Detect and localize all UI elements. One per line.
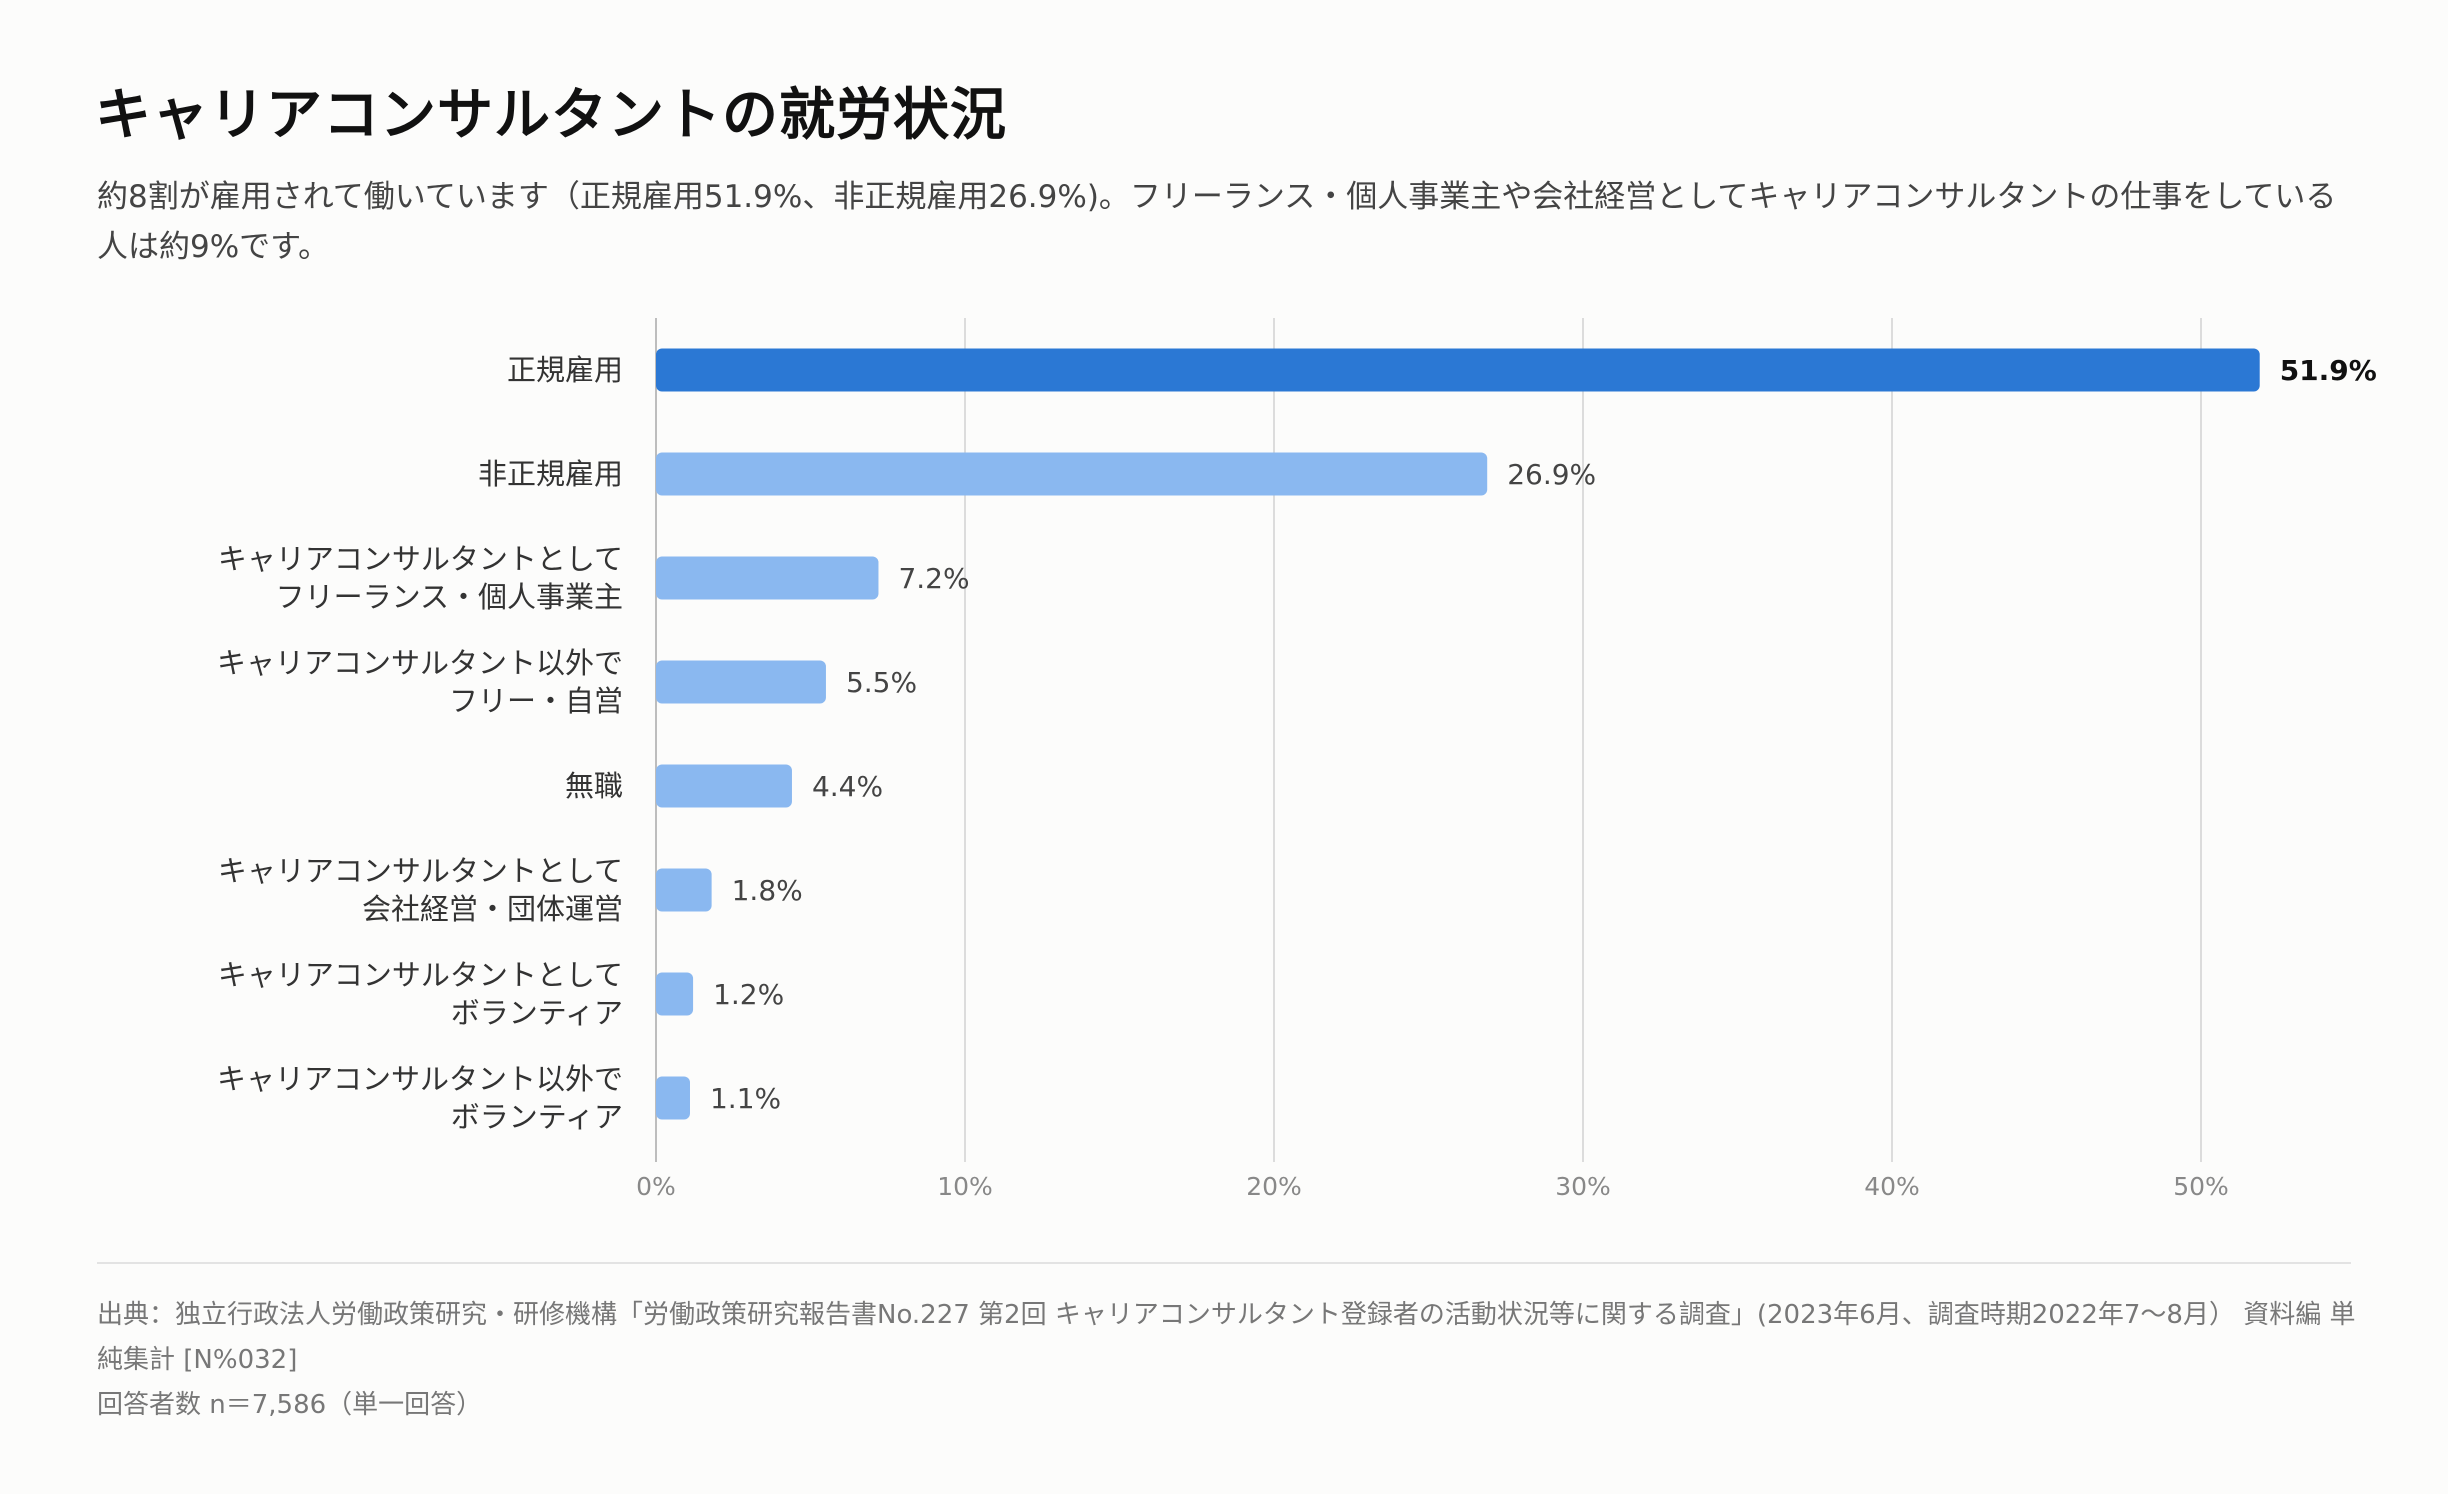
bar (656, 452, 1488, 496)
category-label: キャリアコンサルタントとしてボランティア (218, 958, 623, 1030)
category-label: 無職 (565, 769, 623, 803)
category-label-line: フリーランス・個人事業主 (276, 580, 623, 614)
category-label-line: キャリアコンサルタントとして (218, 542, 623, 576)
value-label: 1.8% (732, 874, 803, 907)
category-label-line: キャリアコンサルタントとして (218, 854, 623, 888)
respondent-count: 回答者数 n＝7,586（単一回答） (97, 1390, 483, 1420)
category-label: キャリアコンサルタント以外でフリー・自営 (217, 646, 623, 718)
value-label: 7.2% (898, 562, 969, 595)
bars (656, 348, 2260, 1120)
category-label-line: 無職 (565, 769, 623, 803)
x-tick-label: 40% (1864, 1172, 1920, 1201)
page-subtitle: 約8割が雇用されて働いています（正規雇用51.9%、非正規雇用26.9%)。フリ… (97, 179, 2337, 265)
page-title: キャリアコンサルタントの就労状況 (95, 83, 1007, 148)
category-labels: 正規雇用非正規雇用キャリアコンサルタントとしてフリーランス・個人事業主キャリアコ… (217, 353, 623, 1134)
bar (656, 556, 879, 600)
x-tick-label: 20% (1246, 1172, 1302, 1201)
value-label: 4.4% (812, 770, 883, 803)
category-label: キャリアコンサルタントとして会社経営・団体運営 (218, 854, 623, 926)
category-label-line: 非正規雇用 (478, 457, 623, 491)
value-label: 1.1% (710, 1082, 781, 1115)
chart-container: 51.9% 26.9% 7.2% 5.5% 4.4% 1.8% 1.2% 1.1% 正規雇用非… (0, 300, 2448, 1234)
category-label: 非正規雇用 (478, 457, 623, 491)
bar (656, 348, 2260, 392)
category-label-line: 会社経営・団体運営 (362, 892, 623, 926)
source-note: 出典：独立行政法人労働政策研究・研修機構「労働政策研究報告書No.227 第2回… (97, 1300, 2356, 1375)
category-label-line: キャリアコンサルタント以外で (217, 1062, 623, 1096)
category-label-line: 正規雇用 (507, 353, 623, 387)
category-label-line: キャリアコンサルタント以外で (217, 646, 623, 680)
gridlines (655, 318, 2202, 1162)
category-label-line: ボランティア (451, 996, 623, 1030)
value-label: 5.5% (846, 666, 917, 699)
value-labels: 51.9% 26.9% 7.2% 5.5% 4.4% 1.8% 1.2% 1.1% (710, 354, 2377, 1115)
category-label-line: キャリアコンサルタントとして (218, 958, 623, 992)
category-label-line: ボランティア (451, 1100, 623, 1134)
x-tick-label: 10% (937, 1172, 993, 1201)
bar (656, 1076, 690, 1120)
category-label: 正規雇用 (507, 353, 623, 387)
value-label: 1.2% (713, 978, 784, 1011)
category-label: キャリアコンサルタント以外でボランティア (217, 1062, 623, 1134)
x-tick-label: 30% (1555, 1172, 1611, 1201)
bar (656, 868, 712, 912)
footer-divider (97, 1262, 2351, 1264)
bar (656, 972, 694, 1016)
bar (656, 764, 792, 808)
x-tick-label: 50% (2173, 1172, 2229, 1201)
bar-chart: 51.9% 26.9% 7.2% 5.5% 4.4% 1.8% 1.2% 1.1% 正規雇用非… (217, 318, 2377, 1201)
x-axis-ticks: 0% 10% 20% 30% 40% 50% (636, 1172, 2229, 1201)
x-tick-label: 0% (636, 1172, 676, 1201)
category-label-line: フリー・自営 (449, 684, 623, 718)
category-label: キャリアコンサルタントとしてフリーランス・個人事業主 (218, 542, 623, 614)
value-label: 26.9% (1507, 458, 1596, 491)
bar (656, 660, 826, 704)
value-label: 51.9% (2280, 354, 2377, 387)
